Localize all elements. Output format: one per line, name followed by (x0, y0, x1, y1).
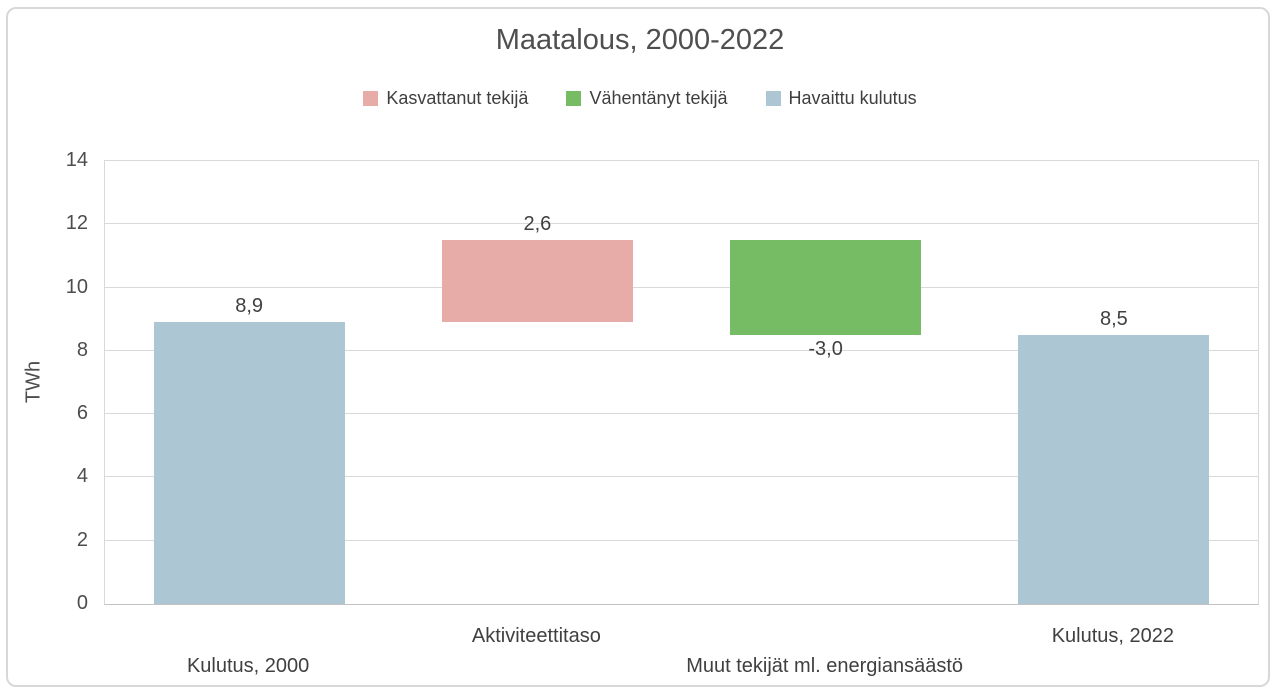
bar-value-label: 8,5 (1099, 308, 1128, 331)
y-tick-label: 4 (76, 465, 88, 488)
y-tick-label: 8 (76, 338, 88, 361)
gridline (105, 160, 1258, 161)
y-tick-label: 12 (65, 212, 88, 235)
bar-value-label: 8,9 (235, 295, 264, 318)
gridline (105, 286, 1258, 288)
chart-legend: Kasvattanut tekijä Vähentänyt tekijä Hav… (0, 88, 1280, 109)
x-category-label: Kulutus, 2000 (186, 655, 310, 677)
x-category-label: Aktiviteettitaso (471, 625, 601, 647)
gridline (105, 539, 1258, 541)
y-tick-label: 0 (76, 592, 88, 614)
waterfall-bar-observed (1018, 335, 1210, 604)
increase-color-swatch-icon (363, 91, 379, 106)
bar-value-label: -3,0 (808, 338, 843, 361)
y-tick-label: 14 (65, 149, 88, 171)
observed-color-swatch-icon (765, 91, 781, 106)
gridline (105, 223, 1258, 225)
legend-label: Vähentänyt tekijä (589, 88, 728, 108)
legend-item-increase: Kasvattanut tekijä (363, 88, 528, 109)
gridline (105, 476, 1258, 478)
bar-value-label: 2,6 (523, 213, 552, 236)
legend-item-decrease: Vähentänyt tekijä (566, 88, 728, 109)
legend-item-observed: Havaittu kulutus (765, 88, 917, 109)
chart-title: Maatalous, 2000-2022 (495, 24, 785, 56)
y-tick-label: 2 (76, 528, 88, 551)
y-axis-title: TWh (22, 360, 45, 404)
x-category-label: Muut tekijät ml. energiansäästö (686, 655, 964, 677)
y-tick-label: 10 (65, 275, 88, 298)
plot-area: 8,9 2,6 -3,0 8,5 (104, 160, 1259, 605)
gridline (105, 349, 1258, 351)
waterfall-bar-observed (153, 322, 345, 604)
legend-label: Havaittu kulutus (788, 88, 917, 108)
x-category-label: Kulutus, 2022 (1051, 625, 1175, 647)
waterfall-bar-increase (441, 240, 633, 323)
y-tick-label: 6 (76, 402, 88, 425)
gridline (105, 413, 1258, 415)
x-axis-category-labels: Kulutus, 2000 Aktiviteettitaso Muut tekijä… (104, 603, 1257, 693)
waterfall-bar-decrease (730, 240, 922, 336)
decrease-color-swatch-icon (566, 91, 582, 106)
legend-label: Kasvattanut tekijä (386, 88, 529, 108)
